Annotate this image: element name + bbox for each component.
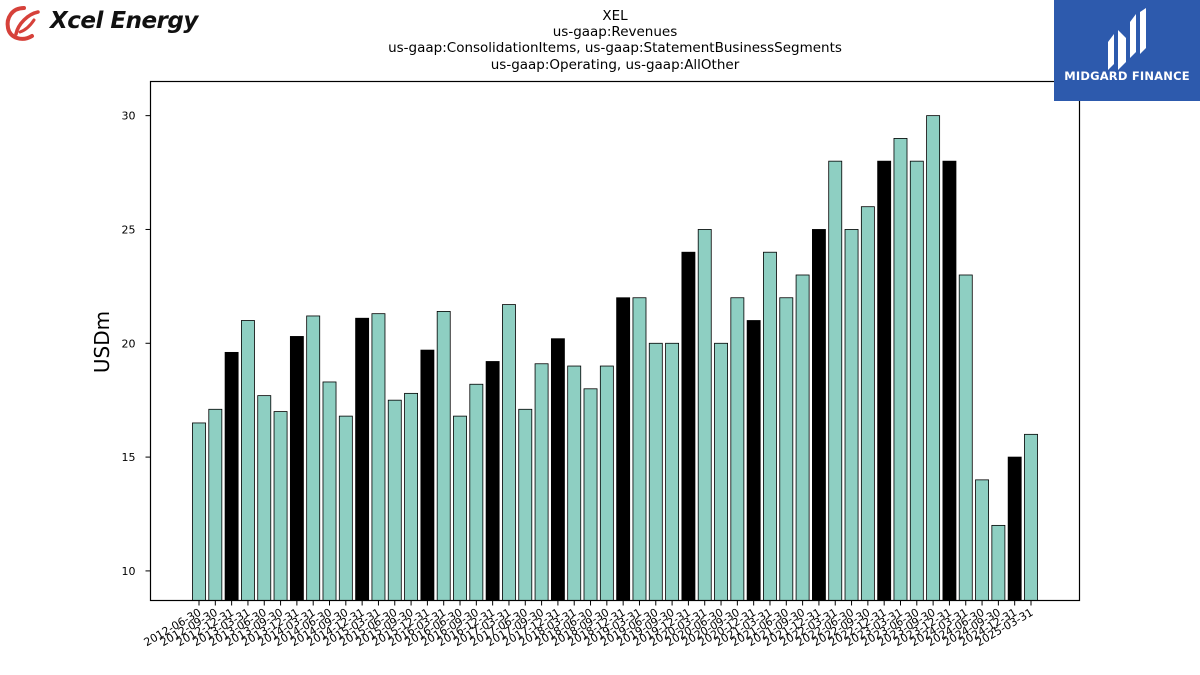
bar-2012-06-30	[192, 422, 206, 601]
bar-2019-06-30	[648, 342, 663, 601]
x-axis-ticks: 2012-06-302012-09-302012-12-312013-03-31…	[142, 600, 1036, 649]
bar-2012-09-30	[208, 408, 223, 601]
xcel-energy-logo: Xcel Energy	[4, 2, 198, 46]
bar-2021-09-30	[795, 274, 810, 601]
midgard-finance-logo: MIDGARD FINANCE	[1054, 0, 1200, 101]
y-axis-label: USDm	[90, 311, 114, 373]
midgard-brand-text: MIDGARD FINANCE	[1064, 69, 1190, 83]
bar-2018-03-31	[567, 365, 582, 601]
bar-2018-09-30	[599, 365, 614, 601]
xcel-energy-wordmark: Xcel Energy	[50, 8, 198, 34]
y-tick-label: 10	[122, 565, 136, 578]
xcel-brand-text: Xcel Energy	[50, 8, 198, 34]
bar-2019-03-31	[632, 297, 647, 601]
bar-2022-12-31	[877, 160, 892, 601]
bar-2020-09-30	[730, 297, 745, 601]
xcel-swoosh-icon	[5, 6, 40, 41]
bar-2025-03-31	[1024, 433, 1038, 601]
bar-2013-03-31	[241, 320, 255, 601]
bar-2019-09-30	[665, 342, 680, 601]
title-line-3: us-gaap:ConsolidationItems, us-gaap:Stat…	[388, 40, 842, 56]
bar-2015-06-30	[387, 399, 402, 601]
bar-2013-06-30	[257, 395, 272, 601]
bar-2014-06-30	[322, 381, 337, 601]
bar-2019-12-31	[681, 251, 696, 601]
bar-2023-06-30	[909, 160, 924, 601]
y-tick-label: 20	[122, 337, 136, 350]
bar-2021-06-30	[779, 297, 794, 601]
bar-2018-06-30	[583, 388, 598, 601]
bar-2023-09-30	[926, 115, 941, 601]
midgard-monogram-icon	[1108, 8, 1146, 70]
bar-2016-06-30	[453, 415, 467, 601]
bar-2017-06-30	[518, 408, 533, 601]
title-line-1: XEL	[602, 8, 628, 24]
bar-2015-12-31	[420, 349, 435, 601]
bar-2015-09-30	[404, 392, 418, 601]
bar-2013-09-30	[273, 411, 288, 601]
bar-2017-03-31	[502, 304, 516, 601]
bar-2016-09-30	[469, 383, 484, 601]
bar-2016-12-31	[485, 361, 500, 601]
bar-2014-09-30	[338, 415, 353, 601]
bar-2022-03-31	[828, 160, 843, 601]
bar-2014-12-31	[355, 317, 370, 601]
y-tick-label: 25	[122, 223, 136, 236]
y-axis-ticks: 10 15 20 25 30	[122, 110, 151, 578]
bar-2020-03-31	[697, 229, 712, 601]
bar-2020-12-31	[746, 320, 761, 601]
bar-2024-06-30	[975, 479, 989, 601]
bar-2024-03-31	[958, 274, 973, 601]
bar-2017-12-31	[550, 338, 565, 601]
bar-2012-12-31	[224, 351, 239, 601]
bar-2020-06-30	[714, 342, 728, 601]
bar-2023-12-31	[942, 160, 957, 601]
title-line-2: us-gaap:Revenues	[553, 24, 678, 40]
bar-2015-03-31	[371, 313, 386, 601]
chart-title: XEL us-gaap:Revenues us-gaap:Consolidati…	[388, 8, 842, 73]
bar-2021-03-31	[763, 251, 777, 601]
bar-2017-09-30	[534, 363, 549, 601]
bar-2021-12-31	[812, 229, 826, 601]
bar-2013-12-31	[289, 336, 304, 601]
plot-frame	[149, 80, 1081, 602]
bar-2022-06-30	[844, 229, 859, 601]
bar-2014-03-31	[306, 315, 321, 601]
bar-2016-03-31	[436, 311, 451, 601]
title-line-4: us-gaap:Operating, us-gaap:AllOther	[491, 57, 740, 73]
bar-2018-12-31	[616, 297, 631, 601]
bar-2024-12-31	[1007, 456, 1022, 601]
bar-2024-09-30	[991, 524, 1006, 601]
bar-2023-03-31	[893, 138, 908, 601]
y-tick-label: 15	[122, 451, 136, 464]
bars-group	[192, 115, 1038, 601]
bar-2022-09-30	[860, 206, 875, 601]
y-tick-label: 30	[122, 110, 136, 123]
